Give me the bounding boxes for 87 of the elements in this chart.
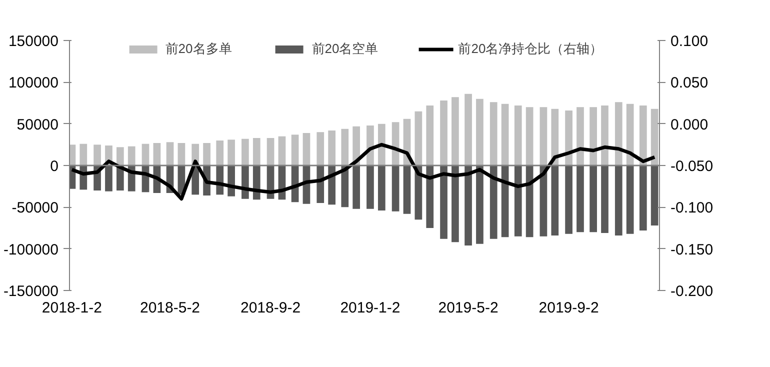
bar — [378, 166, 386, 210]
bar — [153, 143, 161, 166]
y-tick-label: 0 — [50, 158, 58, 175]
bar — [526, 107, 534, 166]
bar — [440, 166, 448, 239]
bar — [576, 107, 584, 166]
bar — [626, 104, 634, 166]
bar — [316, 132, 324, 166]
bar — [650, 166, 658, 226]
y2-tick-label: 0.100 — [670, 33, 708, 50]
bar — [80, 144, 88, 166]
bar — [551, 166, 559, 236]
bar — [639, 106, 647, 166]
bar — [601, 166, 608, 233]
bar — [366, 166, 374, 209]
y2-tick-label: -0.200 — [670, 283, 714, 300]
bar — [650, 108, 658, 166]
y2-tick-label: -0.050 — [670, 158, 714, 175]
bar — [501, 104, 509, 166]
bar — [128, 146, 136, 166]
bar — [228, 140, 235, 166]
bar — [216, 140, 224, 166]
bar — [178, 143, 186, 166]
bar — [565, 166, 572, 234]
bar — [576, 166, 584, 232]
y2-tick-label: -0.150 — [670, 241, 714, 258]
legend-label: 前20名空单 — [312, 40, 378, 58]
bar — [590, 107, 597, 166]
y2-tick-label: -0.100 — [670, 200, 714, 217]
bar — [514, 166, 522, 236]
bar — [614, 166, 622, 236]
legend-label: 前20名净持仓比（右轴） — [458, 40, 603, 58]
bar — [440, 100, 448, 166]
bar — [166, 142, 174, 166]
bar — [551, 108, 559, 166]
y-tick-label: 50000 — [16, 116, 59, 134]
bar — [94, 144, 101, 166]
bar — [378, 124, 386, 166]
bar — [403, 166, 411, 214]
bar — [490, 102, 498, 166]
legend-label: 前20名多单 — [165, 40, 232, 58]
bar — [464, 166, 472, 246]
bar — [540, 107, 548, 166]
y-tick-label: -50000 — [12, 200, 59, 217]
x-tick-label: 2018-5-2 — [140, 300, 200, 316]
bar — [105, 166, 112, 192]
bar — [452, 97, 459, 166]
bar — [626, 166, 634, 234]
x-tick-label: 2019-1-2 — [340, 300, 400, 316]
bar — [352, 166, 360, 209]
bar — [565, 110, 572, 166]
bar — [252, 138, 260, 166]
bar — [203, 143, 210, 166]
bar — [426, 106, 434, 166]
bar — [328, 130, 336, 166]
bar — [142, 144, 150, 166]
bar — [302, 133, 310, 166]
bar — [614, 102, 622, 166]
bar — [291, 134, 299, 166]
bar — [514, 106, 522, 166]
bar — [426, 166, 434, 228]
bar — [490, 166, 498, 239]
bar — [392, 166, 400, 212]
bar — [601, 106, 608, 166]
x-tick-label: 2018-1-2 — [42, 300, 102, 316]
x-tick-label: 2019-9-2 — [538, 300, 599, 316]
x-tick-label: 2018-9-2 — [240, 300, 301, 316]
bar — [116, 147, 124, 166]
y2-tick-label: 0.000 — [670, 116, 708, 134]
bar — [341, 128, 349, 166]
y-tick-label: -150000 — [3, 283, 59, 300]
line-series — [70, 142, 656, 201]
bar — [476, 98, 484, 166]
y-tick-label: -100000 — [3, 241, 59, 258]
y-tick-label: 100000 — [8, 74, 59, 92]
bar — [639, 166, 647, 230]
bar — [278, 136, 286, 166]
bar — [476, 166, 484, 244]
bar — [452, 166, 459, 242]
bar — [414, 111, 422, 166]
bar — [266, 138, 274, 166]
y2-tick-label: 0.050 — [670, 74, 708, 92]
x-tick-label: 2019-5-2 — [438, 300, 498, 316]
bar — [590, 166, 597, 232]
bar — [464, 94, 472, 166]
y-tick-label: 150000 — [8, 33, 59, 50]
bar — [242, 138, 249, 166]
